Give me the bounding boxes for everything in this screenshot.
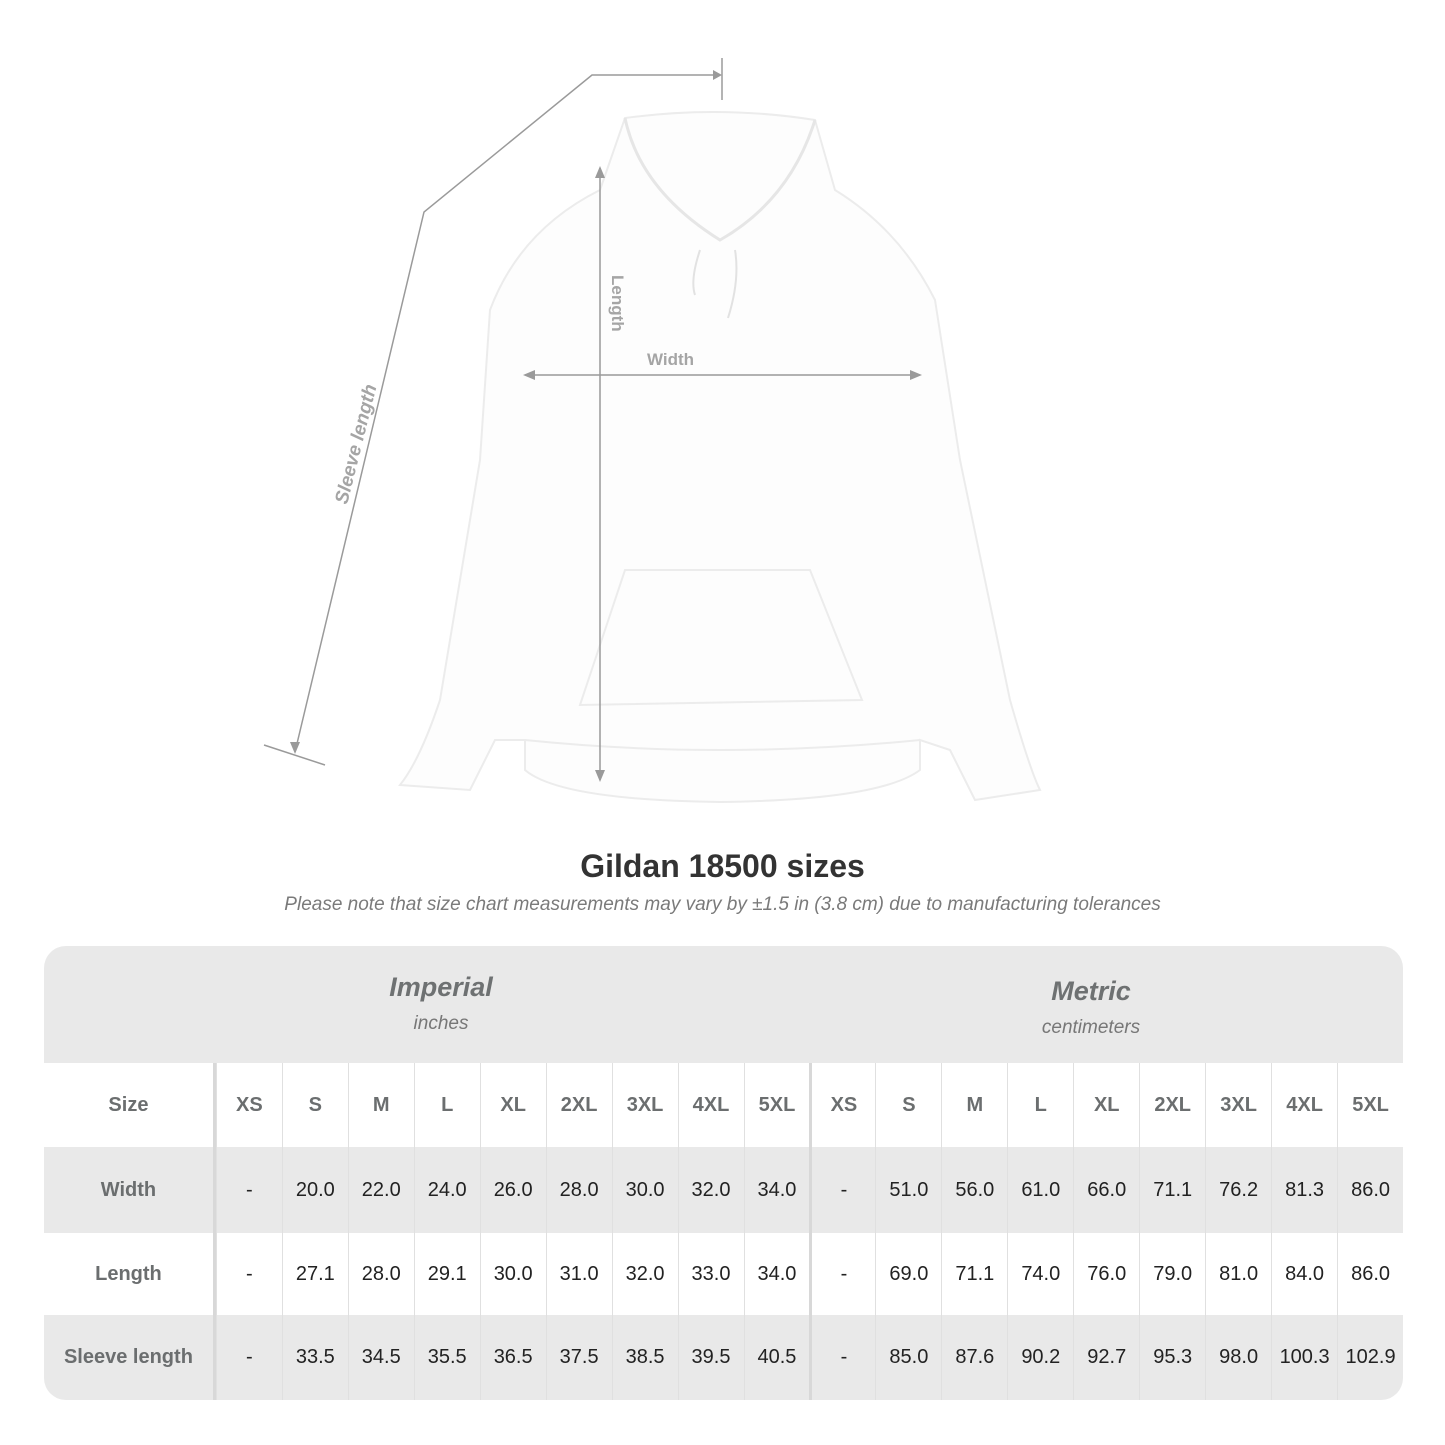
sleeve-length-line: [294, 74, 720, 753]
metric-value: 95.3: [1139, 1315, 1205, 1400]
size-column-header: M: [347, 1063, 414, 1147]
table-row: Length -27.1 28.0 29.1 30.0 31.0 32.0 33.0 34.0-…: [44, 1233, 1403, 1315]
size-column-header: XL: [479, 1063, 546, 1147]
size-header-row: Size XS S M L XL 2XL 3XL 4XL 5XL XS S M L XL 2XL 3XL 4XL 5…: [44, 1063, 1403, 1147]
length-label: Length: [608, 275, 627, 332]
size-column-header: L: [1007, 1063, 1073, 1147]
imperial-value: 27.1: [281, 1233, 348, 1315]
metric-header: Metric centimeters: [866, 976, 1316, 1039]
metric-value: 66.0: [1073, 1147, 1139, 1233]
metric-value: 84.0: [1271, 1233, 1337, 1315]
metric-value: -: [809, 1233, 875, 1315]
size-column-header: XS: [809, 1063, 875, 1147]
imperial-value: 30.0: [479, 1233, 546, 1315]
size-column-header: 2XL: [1139, 1063, 1205, 1147]
metric-value: 98.0: [1205, 1315, 1271, 1400]
metric-value: 79.0: [1139, 1233, 1205, 1315]
metric-value: -: [809, 1147, 875, 1233]
size-column-header: 4XL: [677, 1063, 744, 1147]
page-title: Gildan 18500 sizes: [580, 848, 865, 884]
size-column-header: 4XL: [1271, 1063, 1337, 1147]
size-table: Imperial inches Metric centimeters Size X…: [44, 946, 1403, 1400]
metric-value: 85.0: [875, 1315, 941, 1400]
row-label: Width: [44, 1147, 216, 1233]
width-label: Width: [647, 350, 694, 369]
unit-header-band: Imperial inches Metric centimeters: [44, 946, 1403, 1063]
imperial-value: -: [215, 1147, 282, 1233]
imperial-value: 29.1: [413, 1233, 480, 1315]
imperial-value: 32.0: [677, 1147, 744, 1233]
imperial-value: 28.0: [545, 1147, 612, 1233]
metric-value: 71.1: [941, 1233, 1007, 1315]
hoodie-diagram: Sleeve length Length Width: [263, 58, 1042, 804]
size-column-header: 3XL: [611, 1063, 678, 1147]
imperial-value: 35.5: [413, 1315, 480, 1400]
metric-value: 92.7: [1073, 1315, 1139, 1400]
size-column-header: S: [875, 1063, 941, 1147]
metric-value: 76.2: [1205, 1147, 1271, 1233]
metric-value: 69.0: [875, 1233, 941, 1315]
tolerance-note: Please note that size chart measurements…: [284, 894, 1161, 915]
imperial-value: 28.0: [347, 1233, 414, 1315]
imperial-value: 20.0: [281, 1147, 348, 1233]
metric-value: 71.1: [1139, 1147, 1205, 1233]
size-column-header: 5XL: [1337, 1063, 1403, 1147]
hoodie-image: [398, 110, 1042, 804]
size-column-header: 2XL: [545, 1063, 612, 1147]
imperial-value: 40.5: [743, 1315, 810, 1400]
imperial-value: 39.5: [677, 1315, 744, 1400]
imperial-value: 33.0: [677, 1233, 744, 1315]
imperial-value: 34.0: [743, 1233, 810, 1315]
imperial-value: 33.5: [281, 1315, 348, 1400]
imperial-value: 34.5: [347, 1315, 414, 1400]
row-label: Sleeve length: [44, 1315, 216, 1400]
imperial-value: 32.0: [611, 1233, 678, 1315]
table-row: Width -20.0 22.0 24.0 26.0 28.0 30.0 32.0 34.0-5…: [44, 1147, 1403, 1233]
metric-value: 86.0: [1337, 1147, 1403, 1233]
imperial-value: 30.0: [611, 1147, 678, 1233]
metric-value: 74.0: [1007, 1233, 1073, 1315]
imperial-value: 34.0: [743, 1147, 810, 1233]
metric-value: 81.0: [1205, 1233, 1271, 1315]
size-column-header: L: [413, 1063, 480, 1147]
imperial-value: 26.0: [479, 1147, 546, 1233]
metric-value: -: [809, 1315, 875, 1400]
row-label: Length: [44, 1233, 216, 1315]
imperial-unit: inches: [413, 1013, 469, 1034]
metric-value: 90.2: [1007, 1315, 1073, 1400]
metric-value: 61.0: [1007, 1147, 1073, 1233]
metric-value: 87.6: [941, 1315, 1007, 1400]
metric-value: 56.0: [941, 1147, 1007, 1233]
metric-value: 102.9: [1337, 1315, 1403, 1400]
metric-value: 81.3: [1271, 1147, 1337, 1233]
imperial-value: -: [215, 1315, 282, 1400]
imperial-value: 37.5: [545, 1315, 612, 1400]
size-column-header: 3XL: [1205, 1063, 1271, 1147]
imperial-value: 22.0: [347, 1147, 414, 1233]
metric-value: 76.0: [1073, 1233, 1139, 1315]
imperial-value: -: [215, 1233, 282, 1315]
imperial-value: 36.5: [479, 1315, 546, 1400]
size-column-header: XL: [1073, 1063, 1139, 1147]
size-column-header: 5XL: [743, 1063, 810, 1147]
sleeve-length-label: Sleeve length: [331, 382, 381, 506]
metric-title: Metric: [1051, 976, 1131, 1006]
metric-value: 86.0: [1337, 1233, 1403, 1315]
size-column-header: M: [941, 1063, 1007, 1147]
metric-value: 51.0: [875, 1147, 941, 1233]
imperial-header: Imperial inches: [216, 972, 666, 1035]
size-column-header: XS: [215, 1063, 282, 1147]
imperial-value: 24.0: [413, 1147, 480, 1233]
imperial-value: 38.5: [611, 1315, 678, 1400]
measure-lines: [263, 58, 920, 780]
imperial-value: 31.0: [545, 1233, 612, 1315]
imperial-title: Imperial: [389, 972, 493, 1002]
size-column-header: S: [281, 1063, 348, 1147]
table-row: Sleeve length -33.5 34.5 35.5 36.5 37.5 38.5 39…: [44, 1315, 1403, 1400]
metric-value: 100.3: [1271, 1315, 1337, 1400]
size-label: Size: [44, 1063, 216, 1147]
metric-unit: centimeters: [1041, 1017, 1141, 1038]
